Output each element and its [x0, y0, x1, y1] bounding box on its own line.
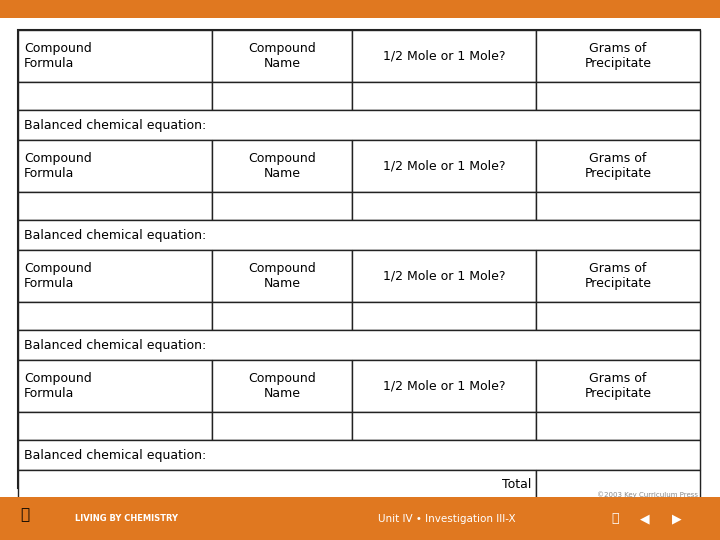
Bar [18, 360, 212, 412]
Bar [352, 250, 536, 302]
Bar [0, 497, 720, 540]
Bar [536, 360, 700, 412]
Text: Unit IV • Investigation III-X: Unit IV • Investigation III-X [377, 514, 516, 523]
Bar [212, 250, 352, 302]
Text: ▶: ▶ [672, 512, 682, 525]
Bar [536, 30, 700, 82]
Bar [536, 470, 700, 498]
Bar [212, 140, 352, 192]
Text: ⏮: ⏮ [612, 512, 619, 525]
Bar [212, 82, 352, 110]
Text: Compound
Name: Compound Name [248, 372, 316, 400]
Text: Compound
Formula: Compound Formula [24, 152, 91, 180]
Bar [352, 82, 536, 110]
Bar [212, 412, 352, 440]
Bar [352, 140, 536, 192]
Bar [18, 330, 700, 360]
Bar [212, 30, 352, 82]
Bar [18, 82, 212, 110]
Bar [536, 250, 700, 302]
Bar [212, 360, 352, 412]
Text: 1/2 Mole or 1 Mole?: 1/2 Mole or 1 Mole? [383, 50, 505, 63]
Bar [212, 192, 352, 220]
Bar [536, 140, 700, 192]
Bar [352, 30, 536, 82]
Text: Grams of
Precipitate: Grams of Precipitate [585, 152, 652, 180]
Bar [536, 82, 700, 110]
Text: Balanced chemical equation:: Balanced chemical equation: [24, 228, 206, 241]
Text: Grams of
Precipitate: Grams of Precipitate [585, 42, 652, 70]
Text: Compound
Name: Compound Name [248, 42, 316, 70]
Text: Balanced chemical equation:: Balanced chemical equation: [24, 339, 206, 352]
Text: Compound
Formula: Compound Formula [24, 372, 91, 400]
Bar [18, 30, 212, 82]
Text: LIVING BY CHEMISTRY: LIVING BY CHEMISTRY [75, 514, 178, 523]
Bar [536, 412, 700, 440]
Bar [18, 140, 212, 192]
Text: 🔥: 🔥 [20, 507, 30, 522]
Bar [212, 302, 352, 330]
Text: Compound
Formula: Compound Formula [24, 42, 91, 70]
Bar [18, 110, 700, 140]
Bar [18, 30, 700, 488]
Bar [352, 412, 536, 440]
Bar [18, 220, 700, 250]
Text: Grams of
Precipitate: Grams of Precipitate [585, 372, 652, 400]
Bar [18, 250, 212, 302]
Bar [18, 412, 212, 440]
Text: Compound
Name: Compound Name [248, 152, 316, 180]
Bar [18, 302, 212, 330]
Text: Compound
Name: Compound Name [248, 262, 316, 290]
Text: Grams of
Precipitate: Grams of Precipitate [585, 262, 652, 290]
Text: Total: Total [502, 477, 531, 490]
Text: Compound
Formula: Compound Formula [24, 262, 91, 290]
Bar [18, 470, 536, 498]
Bar [536, 192, 700, 220]
Text: 1/2 Mole or 1 Mole?: 1/2 Mole or 1 Mole? [383, 380, 505, 393]
Bar [352, 192, 536, 220]
Text: Balanced chemical equation:: Balanced chemical equation: [24, 449, 206, 462]
Bar [18, 440, 700, 470]
Bar [0, 0, 720, 18]
Bar [352, 360, 536, 412]
Text: Balanced chemical equation:: Balanced chemical equation: [24, 118, 206, 132]
Bar [352, 302, 536, 330]
Text: 1/2 Mole or 1 Mole?: 1/2 Mole or 1 Mole? [383, 269, 505, 282]
Text: ◀: ◀ [639, 512, 649, 525]
Bar [536, 302, 700, 330]
Bar [18, 192, 212, 220]
Text: 1/2 Mole or 1 Mole?: 1/2 Mole or 1 Mole? [383, 159, 505, 172]
Text: ©2003 Key Curriculum Press: ©2003 Key Curriculum Press [597, 491, 698, 498]
